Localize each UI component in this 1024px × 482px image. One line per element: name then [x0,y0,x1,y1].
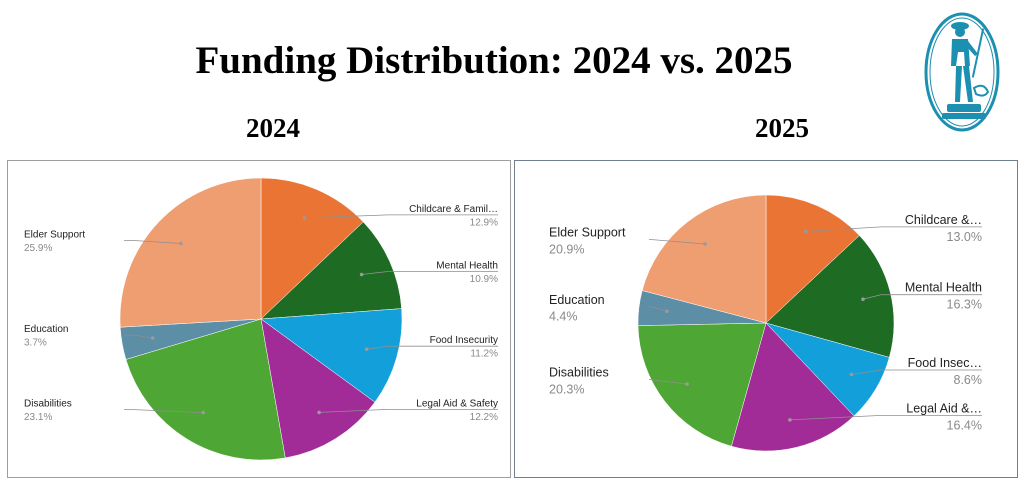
slice-label: Education [24,324,68,335]
chart-panel-2025: Childcare &… 13.0% Mental Health 16.3% Food … [514,160,1018,478]
slice-percent: 20.9% [549,242,584,256]
leader-line [649,306,668,312]
slice-label: Mental Health [436,260,498,271]
chart-title-2025: 2025 [755,113,809,143]
slice-percent: 25.9% [24,243,52,254]
leader-line [649,379,688,385]
pie-label-childcare: Childcare &… 13.0% [803,213,982,244]
leader-line [304,214,498,219]
pie-label-childcare-famil: Childcare & Famil… 12.9% [302,204,498,228]
pie-label-legal-aid: Legal Aid &… 16.4% [788,401,982,432]
slice-percent: 16.3% [947,298,982,312]
pie-label-food-insecurity: Food Insecurity 11.2% [364,335,498,360]
leader-dot [803,229,808,234]
slice-label: Legal Aid & Safety [416,398,498,409]
leader-line [124,240,182,244]
pie-slice-disabilities [125,318,286,461]
slice-percent: 10.9% [470,274,498,285]
leader-dot [788,418,792,422]
pie-slice-food-insecurity [260,308,403,403]
pie-slice-mental-health [260,221,402,320]
slice-label: Mental Health [905,281,982,295]
slice-label: Food Insec… [908,356,982,370]
leader-dot [364,347,369,351]
pie-slice-disabilities [637,322,767,447]
page-title: Funding Distribution: 2024 vs. 2025 [195,39,793,82]
leader-line [124,334,153,339]
leader-line [649,239,706,245]
pie-chart-2025: Childcare &… 13.0% Mental Health 16.3% Food … [549,194,983,452]
leader-dot [317,410,321,415]
pie-label-mental-health: Mental Health 10.9% [359,260,498,285]
pie-slice-elder-support [119,177,262,328]
slice-percent: 20.3% [549,382,584,396]
leader-dot [703,242,707,246]
slice-label: Elder Support [24,230,85,241]
pie-label-mental-health: Mental Health 16.3% [861,281,982,312]
pie-slice-elder-support [641,194,767,324]
chart-panel-2024: Childcare & Famil… 12.9% Mental Health 10.9… [7,160,511,478]
slice-percent: 12.9% [470,217,498,228]
leader-dot [359,272,364,277]
leader-dot [861,297,865,301]
pie-label-education: Education 3.7% [24,324,155,349]
leader-line [366,345,498,350]
leader-dot [685,382,689,386]
leader-dot [849,372,854,377]
pie-label-disabilities: Disabilities 23.1% [24,399,205,423]
pie-slice-legal-aid [731,322,855,452]
pie-slice-childcare [765,194,860,324]
leader-line [862,294,982,300]
pie-label-elder-support: Elder Support 20.9% [549,225,707,256]
minuteman-logo [922,10,1002,139]
leader-dot [201,410,205,415]
leader-dot [179,241,183,246]
leader-dot [302,216,307,220]
leader-dot [150,336,155,340]
pie-chart-2024: Childcare & Famil… 12.9% Mental Health 10.9… [24,177,498,461]
pie-label-education: Education 4.4% [549,293,669,324]
pie-slice-mental-health [765,235,895,358]
pie-label-legal-aid-safety: Legal Aid & Safety 12.2% [317,398,498,423]
leader-dot [665,309,669,314]
slice-percent: 4.4% [549,310,578,324]
slice-percent: 23.1% [24,412,52,423]
slice-label: Childcare &… [905,213,982,227]
pie-label-food-insec: Food Insec… 8.6% [849,356,983,387]
leader-line [124,409,204,413]
slice-label: Childcare & Famil… [409,204,498,215]
slice-label: Disabilities [24,399,72,410]
slice-label: Elder Support [549,225,626,239]
pie-slice-childcare-famil [260,177,364,320]
leader-line [361,271,498,275]
slice-label: Legal Aid &… [906,401,982,415]
slice-percent: 3.7% [24,338,47,349]
slice-percent: 12.2% [470,412,498,423]
slice-label: Disabilities [549,366,609,380]
leader-line [851,369,982,375]
slice-label: Education [549,293,605,307]
slice-percent: 16.4% [947,418,982,432]
slice-percent: 13.0% [947,230,982,244]
chart-title-2024: 2024 [246,113,300,143]
pie-slice-legal-aid-safety [260,318,376,459]
slice-label: Food Insecurity [430,335,498,346]
pie-label-elder-support: Elder Support 25.9% [24,230,183,254]
pie-label-disabilities: Disabilities 20.3% [549,366,689,396]
slice-percent: 8.6% [954,373,983,387]
slice-percent: 11.2% [470,349,498,360]
leader-line [789,414,982,421]
leader-line [805,226,982,232]
minuteman-statue-logo-icon [924,12,1000,132]
leader-line [319,408,498,413]
